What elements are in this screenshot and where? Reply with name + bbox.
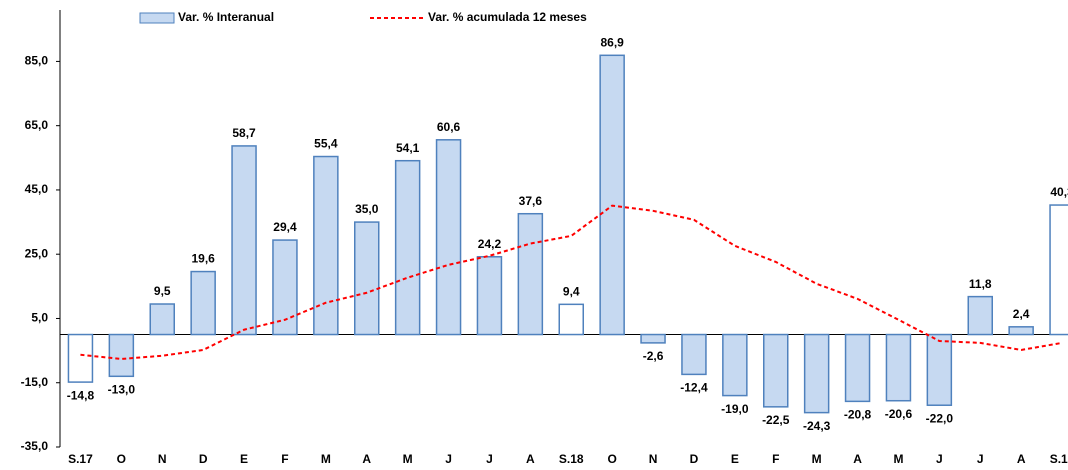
legend-label: Var. % acumulada 12 meses	[428, 10, 587, 24]
value-label: 40,3	[1050, 185, 1068, 199]
line	[80, 204, 1063, 360]
bar	[803, 333, 830, 414]
bar	[231, 145, 257, 336]
x-tick-label: A	[526, 452, 535, 466]
value-label: 2,4	[1013, 307, 1030, 321]
bar	[640, 333, 666, 344]
bar	[681, 333, 707, 376]
value-label: 9,5	[154, 284, 171, 298]
value-label: 55,4	[314, 137, 338, 151]
value-label: -22,0	[926, 411, 954, 425]
value-label: 29,4	[273, 220, 297, 234]
bar	[1049, 204, 1068, 336]
value-label: 11,8	[969, 277, 992, 291]
value-label: 24,2	[478, 237, 502, 251]
value-label: -20,6	[885, 407, 913, 421]
x-tick-label: E	[731, 452, 739, 466]
bar	[190, 270, 216, 336]
x-tick-label: M	[321, 452, 331, 466]
y-tick-label: -15,0	[21, 375, 49, 389]
x-tick-label: S.18	[559, 452, 584, 466]
value-label: 54,1	[396, 141, 420, 155]
x-tick-label: M	[893, 452, 903, 466]
bar	[926, 333, 953, 406]
value-label: -13,0	[108, 382, 136, 396]
bar	[1008, 326, 1034, 336]
bar	[272, 239, 298, 336]
x-tick-label: N	[649, 452, 658, 466]
y-tick-label: 25,0	[25, 246, 49, 260]
bar	[149, 303, 175, 336]
y-tick-label: 5,0	[31, 311, 48, 325]
y-tick-label: 45,0	[25, 182, 49, 196]
value-label: -19,0	[721, 402, 749, 416]
x-tick-label: D	[690, 452, 699, 466]
x-tick-label: S.17	[68, 452, 93, 466]
bar	[394, 159, 421, 336]
value-label: -12,4	[680, 381, 708, 395]
value-label: -24,3	[803, 419, 831, 433]
x-tick-label: M	[812, 452, 822, 466]
x-tick-label: F	[281, 452, 288, 466]
x-tick-label: O	[607, 452, 616, 466]
x-tick-label: F	[772, 452, 779, 466]
x-tick-label: A	[853, 452, 862, 466]
bar	[354, 221, 380, 336]
bar	[844, 333, 871, 403]
value-label: 60,6	[437, 120, 461, 134]
legend-label: Var. % Interanual	[178, 10, 274, 24]
value-label: -2,6	[643, 349, 664, 363]
y-tick-label: -35,0	[21, 439, 49, 453]
bar	[435, 139, 462, 336]
x-tick-label: O	[117, 452, 126, 466]
value-label: 86,9	[600, 35, 624, 49]
x-tick-label: E	[240, 452, 248, 466]
x-tick-label: A	[1017, 452, 1026, 466]
bar	[722, 333, 748, 397]
value-label: -22,5	[762, 413, 790, 427]
bar	[108, 333, 135, 378]
x-tick-label: J	[486, 452, 493, 466]
bar	[476, 256, 503, 336]
y-tick-label: 85,0	[25, 54, 49, 68]
x-tick-label: J	[445, 452, 452, 466]
value-label: -14,8	[67, 388, 95, 402]
bar	[313, 155, 339, 336]
value-label: 37,6	[519, 194, 543, 208]
bar	[517, 212, 544, 336]
x-tick-label: A	[362, 452, 371, 466]
legend-bar-icon	[139, 12, 175, 24]
value-label: 9,4	[563, 285, 580, 299]
value-label: 35,0	[355, 202, 379, 216]
x-tick-label: M	[403, 452, 413, 466]
bar	[967, 295, 993, 336]
y-tick-label: 65,0	[25, 118, 49, 132]
bar	[67, 333, 94, 383]
x-tick-label: D	[199, 452, 208, 466]
bar	[885, 333, 912, 402]
bar	[763, 333, 789, 408]
bar	[558, 303, 584, 336]
x-tick-label: S.19	[1050, 452, 1068, 466]
value-label: 58,7	[232, 126, 256, 140]
x-tick-label: J	[936, 452, 943, 466]
value-label: 19,6	[191, 252, 215, 266]
x-tick-label: J	[977, 452, 984, 466]
value-label: -20,8	[844, 408, 872, 422]
x-tick-label: N	[158, 452, 167, 466]
bar	[599, 54, 625, 336]
